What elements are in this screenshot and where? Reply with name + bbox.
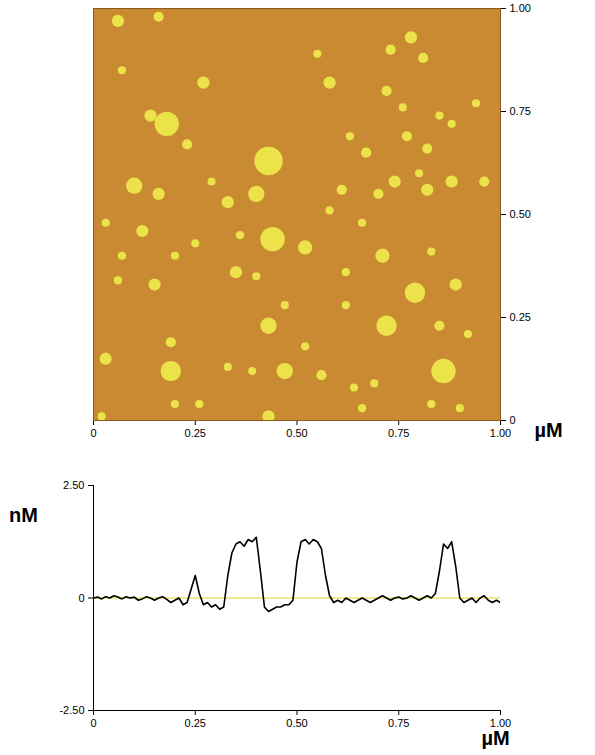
svg-text:µM: µM [481,727,509,749]
svg-text:0: 0 [90,427,96,439]
svg-text:-2.50: -2.50 [59,704,84,716]
svg-text:0: 0 [90,717,96,729]
svg-text:nM: nM [9,504,38,526]
svg-text:0.75: 0.75 [510,105,531,117]
svg-text:0.25: 0.25 [510,311,531,323]
svg-text:0.50: 0.50 [510,208,531,220]
svg-text:0.75: 0.75 [388,427,409,439]
svg-text:0.25: 0.25 [185,427,206,439]
svg-text:0.50: 0.50 [286,717,307,729]
svg-text:0.50: 0.50 [286,427,307,439]
svg-text:0: 0 [510,414,516,426]
svg-text:2.50: 2.50 [63,479,84,491]
svg-text:0.75: 0.75 [388,717,409,729]
svg-text:0: 0 [78,592,84,604]
svg-text:1.00: 1.00 [490,427,511,439]
svg-text:1.00: 1.00 [510,2,531,14]
svg-text:µM: µM [534,419,562,441]
svg-text:0.25: 0.25 [185,717,206,729]
svg-text:1.00: 1.00 [489,717,512,730]
